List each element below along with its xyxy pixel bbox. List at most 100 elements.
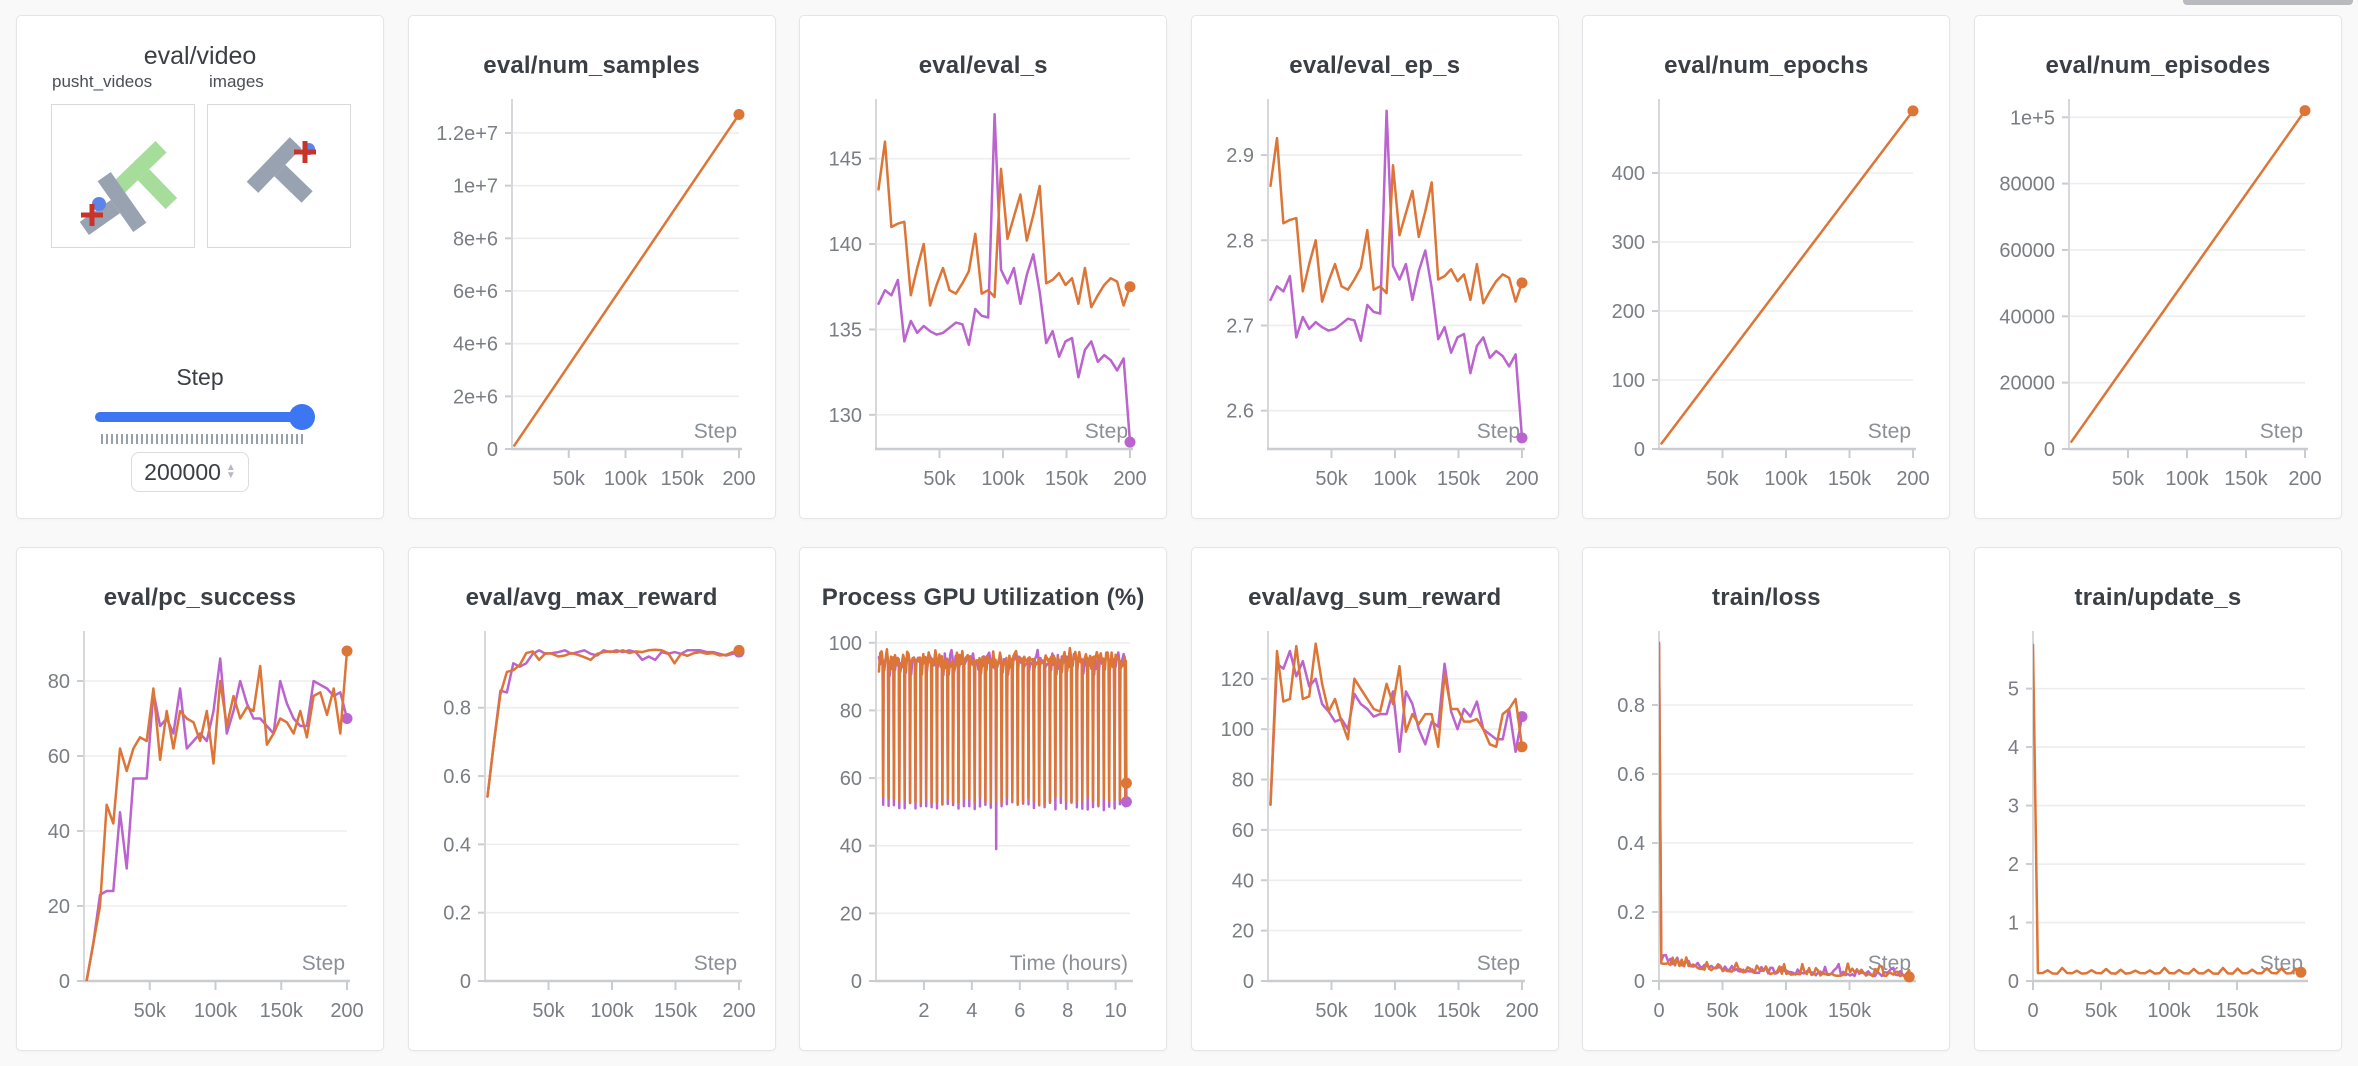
svg-text:Step: Step: [2260, 952, 2303, 975]
svg-text:20: 20: [48, 896, 70, 918]
svg-text:100: 100: [1220, 719, 1253, 741]
svg-text:0.4: 0.4: [443, 834, 471, 856]
svg-text:0: 0: [851, 971, 862, 993]
chart-canvas: 0 1 2 3 4 5 0 50k 100k 150k Step: [2008, 631, 2308, 1022]
svg-text:150k: 150k: [660, 468, 704, 490]
svg-text:100k: 100k: [982, 468, 1026, 490]
svg-text:80: 80: [1232, 770, 1254, 792]
svg-text:200: 200: [1897, 468, 1930, 490]
chart-canvas: 0 100 200 300 400 50k 100k 150k 200 Step: [1612, 99, 1930, 490]
svg-text:100: 100: [829, 633, 862, 655]
svg-text:50k: 50k: [1315, 1000, 1348, 1022]
step-slider-thumb[interactable]: [289, 404, 315, 430]
svg-text:8e+6: 8e+6: [453, 228, 498, 250]
svg-text:Step: Step: [1868, 420, 1911, 443]
chart-panel-avg_sum_reward[interactable]: eval/avg_sum_reward 0 20 40 60 80 100 120 50k 10…: [1190, 547, 1559, 1051]
chart-panel-eval_s[interactable]: eval/eval_s 130 135 140 145 50k 100k 150k 200 St…: [799, 15, 1168, 519]
goal-cross: [294, 141, 316, 163]
chart-panel-num_epochs[interactable]: eval/num_epochs 0 100 200 300 400 50k 100k 150k…: [1582, 15, 1951, 519]
svg-text:Time (hours): Time (hours): [1010, 952, 1128, 975]
svg-text:200: 200: [2288, 468, 2321, 490]
video-panel[interactable]: eval/video pusht_videos images: [16, 15, 384, 519]
svg-text:4: 4: [966, 1000, 977, 1022]
svg-text:150k: 150k: [2224, 468, 2268, 490]
svg-text:40: 40: [840, 836, 862, 858]
chart-panel-num_samples[interactable]: eval/num_samples 0 2e+6 4e+6 6e+6 8e+6 1e+7 1.…: [407, 15, 776, 519]
chart-panel-pc_success[interactable]: eval/pc_success 0 20 40 60 80 50k 100k 150k 200 S…: [16, 547, 384, 1051]
chart-canvas: 2.6 2.7 2.8 2.9 50k 100k 150k 200 Step: [1226, 99, 1538, 490]
video-thumb1-label: pusht_videos: [52, 72, 153, 91]
svg-text:0: 0: [2027, 1000, 2038, 1022]
svg-text:100k: 100k: [603, 468, 647, 490]
svg-text:40: 40: [1232, 870, 1254, 892]
svg-text:130: 130: [829, 405, 862, 427]
svg-text:300: 300: [1612, 232, 1645, 254]
chart-canvas: 0 0.2 0.4 0.6 0.8 50k 100k 150k 200 Step: [443, 631, 755, 1022]
chart-panel-train_loss[interactable]: train/loss 0 0.2 0.4 0.6 0.8 0 50k 100k 150k Step: [1582, 547, 1951, 1051]
svg-text:60000: 60000: [1999, 240, 2055, 262]
video-thumb2-label: images: [209, 72, 264, 91]
svg-text:1: 1: [2008, 913, 2019, 935]
svg-text:0.8: 0.8: [443, 698, 471, 720]
svg-text:2: 2: [2008, 854, 2019, 876]
svg-text:0.2: 0.2: [443, 903, 471, 925]
svg-text:150k: 150k: [260, 1000, 304, 1022]
chart-panel-avg_max_reward[interactable]: eval/avg_max_reward 0 0.2 0.4 0.6 0.8 50k 100k…: [407, 547, 776, 1051]
svg-text:20: 20: [1232, 921, 1254, 943]
svg-text:150k: 150k: [1437, 468, 1481, 490]
svg-text:100k: 100k: [1373, 468, 1417, 490]
svg-text:0.4: 0.4: [1618, 833, 1646, 855]
svg-text:Step: Step: [693, 952, 736, 975]
chart-panel-num_episodes[interactable]: eval/num_episodes 0 20000 40000 60000 80000 1…: [1973, 15, 2342, 519]
svg-text:2.9: 2.9: [1226, 145, 1254, 167]
stepper-arrows-icon[interactable]: ▲ ▼: [225, 462, 236, 481]
scrolled-panel-edge: [2183, 0, 2353, 5]
chart-panel-gpu[interactable]: Process GPU Utilization (%) 0 20 40 60 80 100…: [799, 547, 1168, 1051]
svg-text:150k: 150k: [2215, 1000, 2259, 1022]
chart-title: Process GPU Utilization (%): [821, 584, 1145, 611]
step-slider-label: Step: [176, 364, 224, 390]
step-value-input[interactable]: 200000 ▲ ▼: [131, 452, 249, 492]
svg-text:Step: Step: [1477, 420, 1520, 443]
svg-text:0: 0: [59, 971, 70, 993]
svg-text:0.6: 0.6: [1618, 764, 1646, 786]
chart-title: eval/num_epochs: [1664, 52, 1869, 79]
svg-text:5: 5: [2008, 679, 2019, 701]
svg-text:80000: 80000: [1999, 174, 2055, 196]
svg-text:0.8: 0.8: [1618, 695, 1646, 717]
svg-text:100k: 100k: [2147, 1000, 2191, 1022]
step-slider-track[interactable]: [95, 412, 311, 422]
step-slider[interactable]: [95, 404, 315, 430]
svg-text:80: 80: [48, 671, 70, 693]
chart-title: train/update_s: [2074, 584, 2242, 611]
chart-canvas: 0 20 40 60 80 100 120 50k 100k 150k 200 Step: [1220, 631, 1538, 1022]
chart-title: eval/avg_sum_reward: [1248, 584, 1502, 611]
chart-panel-train_update_s[interactable]: train/update_s 0 1 2 3 4 5 0 50k 100k 150k Step: [1973, 547, 2342, 1051]
svg-text:1e+5: 1e+5: [2010, 107, 2055, 129]
svg-text:2.7: 2.7: [1226, 315, 1254, 337]
svg-text:0: 0: [1654, 1000, 1665, 1022]
gray-t-shape: [246, 137, 313, 203]
svg-text:1.2e+7: 1.2e+7: [436, 123, 498, 145]
chart-title: eval/num_samples: [483, 52, 700, 79]
svg-text:50k: 50k: [2085, 1000, 2118, 1022]
svg-text:0.6: 0.6: [443, 766, 471, 788]
svg-text:4: 4: [2008, 737, 2019, 759]
chart-panel-eval_ep_s[interactable]: eval/eval_ep_s 2.6 2.7 2.8 2.9 50k 100k 150k 20…: [1190, 15, 1559, 519]
svg-text:150k: 150k: [1828, 468, 1872, 490]
svg-text:100: 100: [1612, 370, 1645, 392]
svg-text:80: 80: [840, 700, 862, 722]
chart-canvas: 0 20000 40000 60000 80000 1e+5 50k 100k 150k 200 S…: [1999, 99, 2322, 490]
chart-title: eval/eval_s: [918, 52, 1048, 79]
pusht-video-frame: [79, 141, 178, 235]
chart-canvas: 0 20 40 60 80 100 2 4 6 8 10 Time (hours): [829, 631, 1134, 1022]
video-thumbnail-images[interactable]: [207, 104, 351, 248]
svg-text:2: 2: [919, 1000, 930, 1022]
svg-text:Step: Step: [2260, 420, 2303, 443]
svg-text:0: 0: [1634, 439, 1645, 461]
svg-text:40000: 40000: [1999, 306, 2055, 328]
svg-text:Step: Step: [1085, 420, 1128, 443]
video-thumbnail-pusht[interactable]: [51, 104, 195, 248]
